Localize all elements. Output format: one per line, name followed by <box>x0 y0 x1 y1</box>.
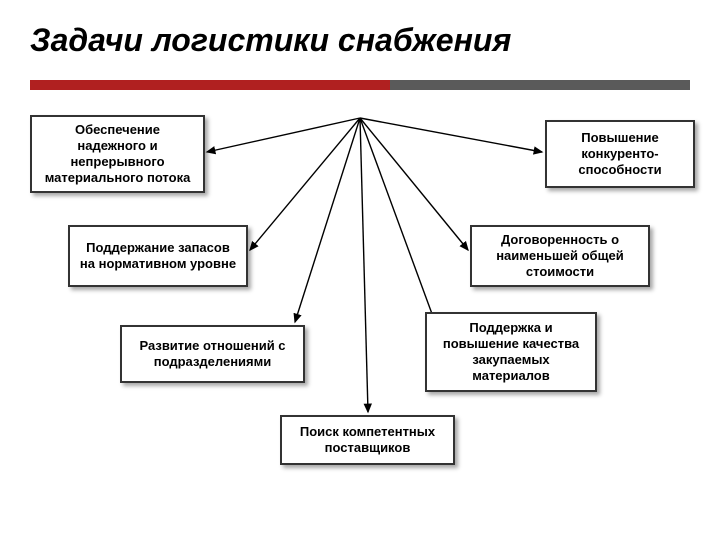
diagram-arrow <box>360 118 542 152</box>
diagram-node: Поддержание запасов на нормативном уровн… <box>68 225 248 287</box>
diagram-node: Поддержка и повышение качества закупаемы… <box>425 312 597 392</box>
slide: Задачи логистики снабжения Обеспечение н… <box>0 0 720 540</box>
diagram-arrow <box>360 118 468 250</box>
diagram-arrow <box>295 118 360 322</box>
diagram-arrow <box>207 118 360 152</box>
diagram-arrow <box>250 118 360 250</box>
diagram-node: Обеспечение надежного и непрерывного мат… <box>30 115 205 193</box>
title-underline-red <box>30 80 390 90</box>
slide-title: Задачи логистики снабжения <box>30 22 511 59</box>
diagram-node: Повышение конкуренто-способности <box>545 120 695 188</box>
diagram-node: Договоренность о наименьшей общей стоимо… <box>470 225 650 287</box>
diagram-arrow <box>360 118 435 322</box>
diagram-node: Поиск компетентных поставщиков <box>280 415 455 465</box>
diagram-arrow <box>360 118 368 412</box>
diagram-node: Развитие отношений с подразделениями <box>120 325 305 383</box>
